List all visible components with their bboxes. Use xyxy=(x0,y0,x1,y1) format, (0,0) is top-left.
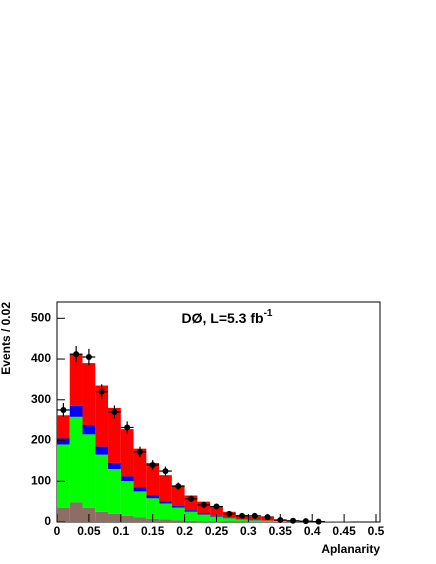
hist-bar xyxy=(146,495,160,499)
hist-bar xyxy=(69,405,83,417)
hist-bar xyxy=(69,416,83,503)
x-tick-label: 0.35 xyxy=(269,524,293,538)
hist-bar xyxy=(120,476,134,482)
hist-bar xyxy=(159,519,172,522)
y-tick-label: 400 xyxy=(31,351,51,365)
x-tick-label: 0 xyxy=(54,524,61,538)
hist-bar xyxy=(159,501,172,504)
hist-bar xyxy=(108,407,121,463)
x-tick-label: 0.05 xyxy=(77,524,101,538)
hist-bar xyxy=(108,462,121,470)
data-point xyxy=(162,468,169,475)
x-tick-label: 0.1 xyxy=(112,524,129,538)
hist-bar xyxy=(210,506,223,516)
hist-bar xyxy=(159,503,172,520)
hist-bar xyxy=(146,462,160,496)
annotation-text: DØ, L=5.3 fb xyxy=(182,310,264,326)
y-tick-label: 200 xyxy=(31,433,51,447)
hist-bar xyxy=(57,444,70,508)
data-point xyxy=(60,406,67,413)
data-point xyxy=(136,448,143,455)
hist-bar xyxy=(171,485,185,506)
x-tick-label: 0.2 xyxy=(176,524,193,538)
x-tick-label: 0.45 xyxy=(332,524,356,538)
y-tick-label: 0 xyxy=(44,514,51,528)
data-point xyxy=(98,388,105,395)
data-point xyxy=(111,409,118,415)
data-point xyxy=(290,517,297,524)
hist-bar xyxy=(171,505,185,508)
hist-bar xyxy=(248,520,262,522)
data-point xyxy=(264,514,271,521)
hist-bar xyxy=(57,438,70,445)
x-tick-label: 0.15 xyxy=(141,524,165,538)
x-tick-label: 0.25 xyxy=(205,524,229,538)
hist-bar xyxy=(108,469,121,514)
hist-bar xyxy=(197,513,211,515)
hist-bar xyxy=(133,448,147,488)
y-tick-label: 100 xyxy=(31,473,51,487)
hist-bar xyxy=(120,515,134,522)
hist-bar xyxy=(95,454,109,512)
hist-bar xyxy=(171,520,185,522)
hist-bar xyxy=(120,481,134,516)
hist-bar xyxy=(133,517,147,522)
data-point xyxy=(200,501,207,508)
hist-bar xyxy=(69,502,83,522)
data-point xyxy=(251,512,258,519)
hist-bar xyxy=(82,434,96,508)
annotation-sup: -1 xyxy=(264,308,273,319)
data-point xyxy=(175,483,182,490)
hist-bar xyxy=(82,425,96,435)
hist-bar xyxy=(133,491,147,518)
hist-bar xyxy=(261,520,274,522)
x-tick-label: 0.5 xyxy=(368,524,385,538)
x-tick-label: 0.3 xyxy=(240,524,257,538)
hist-bar xyxy=(222,518,236,522)
hist-bar xyxy=(171,507,185,521)
hist-bar xyxy=(197,521,211,522)
y-axis-label: Events / 0.02 xyxy=(0,302,13,375)
hist-bar xyxy=(184,510,198,512)
data-point xyxy=(124,424,131,431)
x-axis-label: Aplanarity xyxy=(321,542,380,556)
data-point xyxy=(213,503,220,510)
data-point xyxy=(226,510,233,517)
data-point xyxy=(73,351,80,358)
hist-bar xyxy=(197,514,211,522)
hist-bar xyxy=(82,363,96,426)
hist-bar xyxy=(184,520,198,522)
hist-bar xyxy=(184,511,198,521)
y-tick-label: 300 xyxy=(31,392,51,406)
data-point xyxy=(149,461,156,468)
hist-bar xyxy=(57,415,70,439)
hist-bar xyxy=(57,507,70,522)
data-point xyxy=(85,354,92,360)
hist-bar xyxy=(69,354,83,406)
hist-bar xyxy=(95,446,109,455)
data-point xyxy=(302,518,309,525)
data-point xyxy=(315,518,322,525)
annotation: DØ, L=5.3 fb-1 xyxy=(182,308,273,326)
y-tick-label: 500 xyxy=(31,310,51,324)
hist-bar xyxy=(133,487,147,492)
hist-bar xyxy=(95,385,109,447)
x-tick-label: 0.4 xyxy=(304,524,321,538)
hist-bar xyxy=(108,513,121,522)
data-point xyxy=(239,512,246,519)
hist-bar xyxy=(95,511,109,522)
hist-bar xyxy=(120,429,134,477)
hist-bar xyxy=(146,498,160,519)
data-point xyxy=(187,495,194,502)
hist-bar xyxy=(159,475,172,502)
hist-bar xyxy=(235,519,249,522)
